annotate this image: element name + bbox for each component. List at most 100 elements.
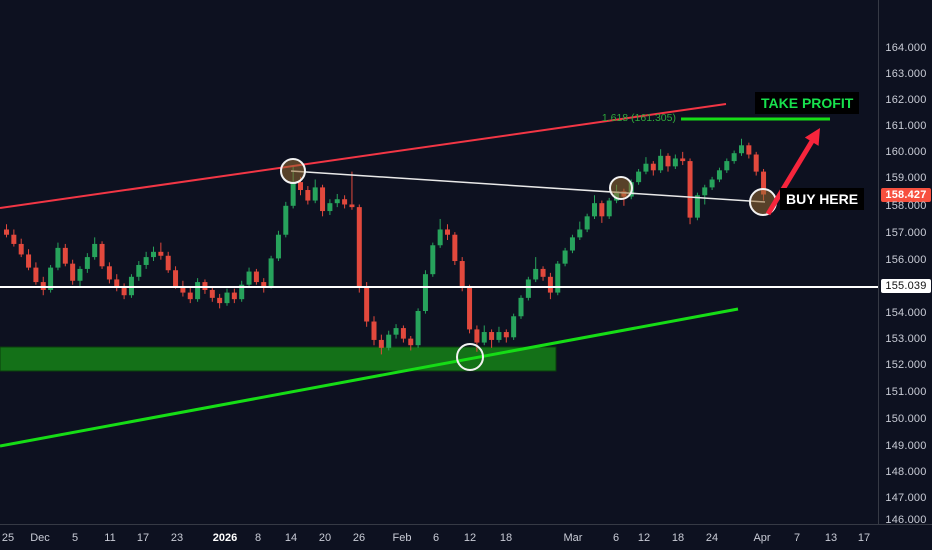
candle-body	[173, 270, 179, 287]
candle-body	[599, 203, 605, 217]
time-tick: 17	[136, 532, 150, 544]
candle-body	[364, 287, 370, 322]
take-profit-label[interactable]: TAKE PROFIT	[755, 92, 860, 114]
candle-body	[342, 199, 348, 205]
candle-body	[511, 316, 517, 338]
candle-body	[503, 332, 509, 338]
candle-body	[165, 255, 171, 271]
price-tick: 159.000	[885, 172, 927, 184]
candle-body	[496, 332, 502, 340]
candle-body	[312, 187, 318, 201]
candle-body	[70, 263, 76, 281]
candle-body	[422, 274, 428, 311]
highlight-circle[interactable]	[456, 343, 484, 371]
time-tick: 18	[671, 532, 685, 544]
candle-body	[48, 267, 54, 290]
candle-body	[305, 190, 311, 201]
time-tick: Dec	[30, 532, 50, 544]
time-tick: 8	[254, 532, 262, 544]
buy-arrow-shaft[interactable]	[765, 131, 820, 216]
candle-body	[577, 229, 583, 238]
time-tick: 24	[705, 532, 719, 544]
candle-body	[415, 311, 421, 346]
candle-body	[386, 334, 392, 348]
candle-body	[445, 229, 450, 235]
candle-body	[114, 279, 120, 288]
candlestick-chart[interactable]	[0, 0, 878, 524]
highlight-circle[interactable]	[609, 176, 633, 200]
candle-body	[540, 268, 546, 277]
price-tick: 162.000	[885, 94, 927, 106]
candle-body	[180, 286, 186, 293]
candle-body	[187, 292, 193, 300]
time-tick: 5	[71, 532, 79, 544]
candle-body	[77, 268, 83, 281]
price-tick: 146.000	[885, 514, 927, 526]
price-tick: 151.000	[885, 386, 927, 398]
price-tick: 164.000	[885, 42, 927, 54]
candle-body	[158, 251, 164, 256]
candle-body	[643, 163, 649, 172]
candle-body	[702, 187, 708, 196]
candle-body	[437, 229, 443, 246]
candle-body	[298, 182, 303, 191]
candle-body	[687, 161, 693, 218]
time-tick: Apr	[753, 532, 771, 544]
buy-here-label[interactable]: BUY HERE	[780, 188, 865, 210]
candle-body	[121, 287, 127, 296]
candle-body	[327, 203, 333, 212]
time-tick: Mar	[563, 532, 583, 544]
candle-body	[18, 243, 24, 255]
candle-body	[731, 153, 737, 162]
candle-body	[680, 158, 686, 162]
candle-body	[55, 247, 61, 268]
descending-white-trendline[interactable]	[290, 170, 766, 203]
price-axis[interactable]: JPY 164.000163.000162.000161.000160.0001…	[878, 0, 932, 550]
time-tick: 20	[318, 532, 332, 544]
candle-body	[709, 179, 715, 188]
candle-body	[584, 216, 590, 230]
candle-body	[371, 321, 377, 340]
time-tick: 14	[284, 532, 298, 544]
candle-body	[606, 200, 612, 217]
candle-body	[724, 161, 730, 171]
candle-body	[283, 205, 289, 235]
price-tick: 161.000	[885, 120, 927, 132]
highlight-circle[interactable]	[280, 158, 306, 184]
candle-body	[753, 154, 759, 172]
fib-extension-label[interactable]: 1.618 (161.305)	[601, 112, 676, 124]
candle-body	[569, 237, 575, 251]
rising-green-trendline[interactable]	[0, 307, 739, 448]
candle-body	[356, 207, 362, 288]
candle-body	[106, 266, 112, 280]
candle-body	[209, 289, 215, 298]
rising-red-trendline[interactable]	[0, 103, 727, 209]
candle-body	[84, 257, 90, 269]
time-axis[interactable]: 25 Dec 5 11 17 23 2026 8 14 20 26 Feb 6 12 18 Mar 6 12 18 2…	[0, 524, 932, 550]
time-tick: 12	[637, 532, 651, 544]
buy-arrow-head[interactable]	[804, 128, 820, 146]
candle-body	[231, 292, 237, 300]
candle-body	[716, 170, 722, 180]
candle-body	[452, 234, 458, 262]
candle-body	[246, 271, 252, 285]
candle-body	[92, 243, 98, 258]
candle-body	[489, 332, 495, 340]
time-tick: 11	[104, 532, 116, 544]
price-tick: 149.000	[885, 440, 927, 452]
price-tick: 157.000	[885, 227, 927, 239]
candle-body	[481, 332, 487, 343]
candle-body	[459, 261, 465, 288]
candle-body	[533, 268, 539, 280]
candle-body	[253, 271, 259, 283]
candle-body	[467, 287, 473, 330]
candle-body	[592, 203, 597, 217]
candle-body	[400, 328, 406, 339]
candle-body	[143, 257, 149, 265]
candle-body	[636, 171, 642, 183]
time-tick: 6	[432, 532, 440, 544]
candle-body	[349, 204, 355, 208]
candle-body	[761, 171, 767, 195]
time-tick: Feb	[392, 532, 412, 544]
